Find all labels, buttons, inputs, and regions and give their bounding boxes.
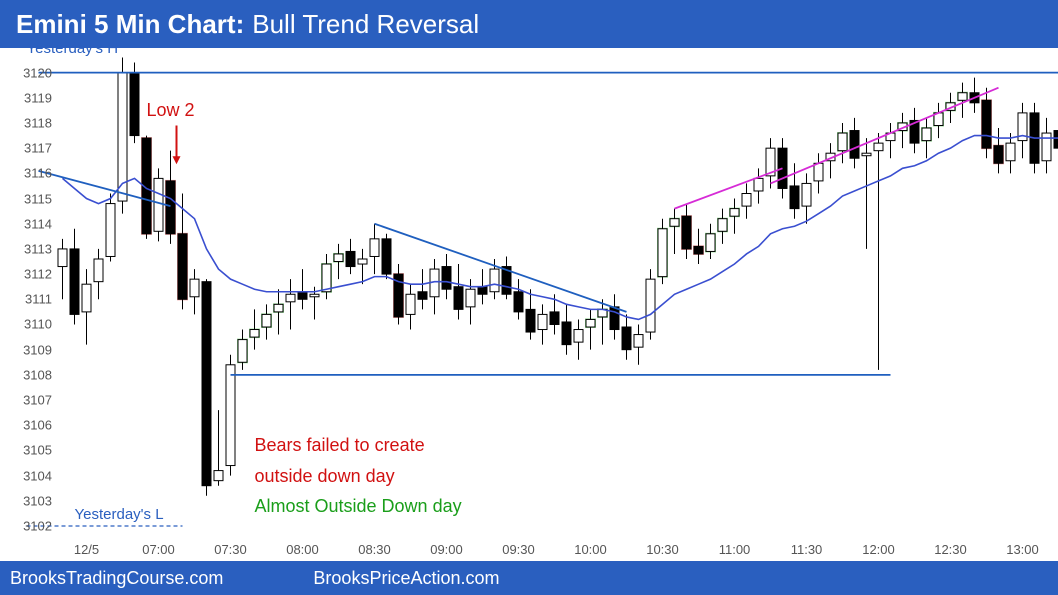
x-axis-label: 13:00: [1006, 542, 1039, 557]
y-axis-label: 3110: [4, 317, 52, 332]
y-axis-label: 3112: [4, 267, 52, 282]
y-axis-label: 3116: [4, 166, 52, 181]
x-axis-label: 08:30: [358, 542, 391, 557]
x-axis-label: 09:00: [430, 542, 463, 557]
x-axis-label: 12/5: [74, 542, 99, 557]
y-axis-label: 3104: [4, 468, 52, 483]
y-axis-label: 3114: [4, 216, 52, 231]
y-axis-label: 3119: [4, 90, 52, 105]
y-axis-label: 3105: [4, 443, 52, 458]
x-axis-label: 10:00: [574, 542, 607, 557]
y-axis-label: 3118: [4, 115, 52, 130]
x-axis-label: 11:00: [719, 542, 751, 557]
y-axis-label: 3106: [4, 418, 52, 433]
x-axis-label: 10:30: [646, 542, 679, 557]
title-sub: Bull Trend Reversal: [252, 9, 479, 40]
footer-site-2: BrooksPriceAction.com: [313, 568, 499, 589]
y-axis-label: 3120: [4, 65, 52, 80]
x-axis-label: 07:00: [142, 542, 175, 557]
y-axis-label: 3117: [4, 141, 52, 156]
y-axis-label: 3102: [4, 519, 52, 534]
x-axis-label: 08:00: [286, 542, 319, 557]
y-axis-label: 3109: [4, 342, 52, 357]
title-prefix: Emini 5 Min Chart:: [16, 9, 244, 40]
y-axis-label: 3115: [4, 191, 52, 206]
chart-area: 3102 3103 3104 3105 3106 3107 3108 3109 3110 3111…: [0, 48, 1058, 561]
title-bar: Emini 5 Min Chart: Bull Trend Reversal: [0, 0, 1058, 48]
x-axis-label: 07:30: [214, 542, 247, 557]
y-axis-label: 3113: [4, 241, 52, 256]
y-axis-label: 3107: [4, 393, 52, 408]
y-axis-label: 3108: [4, 367, 52, 382]
x-axis-label: 12:30: [934, 542, 967, 557]
x-axis-label: 09:30: [502, 542, 535, 557]
chart-svg: [0, 48, 1058, 561]
footer-site-1: BrooksTradingCourse.com: [10, 568, 223, 589]
footer-bar: BrooksTradingCourse.com BrooksPriceActio…: [0, 561, 1058, 595]
y-axis-label: 3111: [4, 292, 52, 307]
x-axis-label: 11:30: [791, 542, 823, 557]
y-axis-label: 3103: [4, 493, 52, 508]
x-axis-label: 12:00: [862, 542, 895, 557]
